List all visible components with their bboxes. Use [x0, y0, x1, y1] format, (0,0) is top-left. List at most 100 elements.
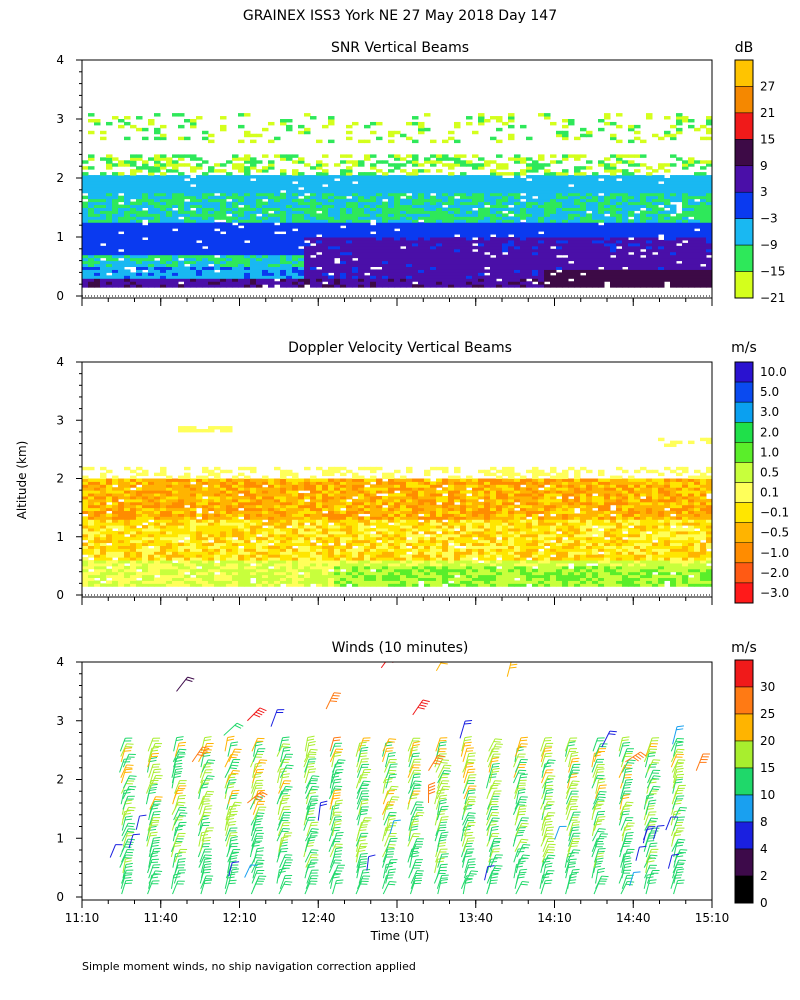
snr-cell	[430, 272, 437, 276]
snr-cell	[82, 219, 89, 223]
snr-cell	[652, 284, 659, 288]
snr-cell	[238, 216, 245, 220]
doppler-cell	[106, 513, 113, 517]
doppler-cell	[112, 571, 119, 576]
snr-cell	[664, 251, 671, 256]
doppler-cell	[118, 583, 125, 587]
snr-cell	[286, 183, 293, 188]
snr-cell	[112, 116, 119, 120]
snr-cell	[154, 234, 161, 238]
snr-cell	[88, 275, 95, 279]
snr-cell	[202, 269, 209, 273]
snr-cell	[556, 242, 563, 247]
snr-cell	[664, 228, 671, 232]
doppler-cell	[148, 528, 155, 532]
snr-cell	[460, 281, 467, 285]
snr-cell	[304, 213, 311, 217]
snr-cell	[436, 257, 443, 262]
snr-cell	[226, 234, 233, 238]
snr-cell	[178, 113, 185, 117]
snr-cell	[334, 189, 341, 194]
snr-cell	[214, 260, 221, 265]
snr-cell	[664, 189, 671, 194]
snr-cell	[382, 186, 389, 191]
snr-cell	[490, 266, 497, 270]
snr-cell	[544, 183, 551, 188]
snr-cell	[508, 266, 515, 270]
snr-cell	[526, 204, 533, 208]
snr-cell	[352, 278, 359, 282]
snr-cell	[478, 178, 485, 182]
snr-cell	[682, 186, 689, 191]
snr-cell	[352, 248, 359, 253]
snr-cell	[196, 222, 203, 226]
snr-cell	[148, 228, 155, 232]
snr-cell	[322, 124, 329, 129]
snr-cell	[376, 239, 383, 244]
snr-cell	[670, 234, 677, 238]
snr-cell	[208, 201, 215, 206]
snr-cell	[190, 124, 197, 129]
snr-cell	[448, 210, 455, 214]
doppler-cell	[148, 501, 155, 506]
snr-cell	[358, 186, 365, 191]
snr-cell	[94, 284, 101, 288]
snr-cell	[676, 281, 683, 285]
snr-cell	[172, 222, 179, 226]
snr-cell	[706, 239, 712, 244]
snr-cell	[178, 260, 185, 265]
snr-cell	[232, 234, 239, 238]
snr-cell	[238, 189, 245, 194]
doppler-cell	[100, 577, 107, 581]
snr-cell	[526, 198, 533, 203]
snr-cell	[262, 242, 269, 247]
snr-cell	[532, 166, 539, 170]
snr-cell	[88, 272, 95, 276]
snr-cell	[370, 269, 377, 273]
snr-cell	[148, 266, 155, 270]
snr-cell	[634, 231, 641, 235]
snr-cell	[286, 119, 293, 123]
snr-cell	[88, 257, 95, 262]
snr-cell	[352, 234, 359, 238]
snr-cell	[184, 192, 191, 197]
snr-cell	[370, 121, 377, 126]
snr-cell	[502, 263, 509, 267]
snr-cell	[166, 260, 173, 265]
snr-cell	[322, 260, 329, 265]
snr-cell	[538, 157, 545, 161]
snr-cell	[424, 198, 431, 203]
snr-cell	[664, 225, 671, 229]
snr-cell	[148, 201, 155, 206]
snr-cell	[712, 178, 719, 181]
snr-cell	[292, 213, 299, 217]
snr-cell	[154, 198, 161, 203]
snr-cell	[430, 189, 437, 194]
snr-cell	[202, 216, 209, 220]
snr-cell	[214, 180, 221, 185]
snr-cell	[388, 130, 395, 135]
snr-cell	[262, 169, 269, 173]
doppler-cell	[148, 504, 155, 509]
doppler-cell	[112, 530, 119, 535]
snr-cell	[322, 186, 329, 191]
snr-cell	[118, 186, 125, 191]
snr-cell	[448, 195, 455, 200]
doppler-cell	[100, 507, 107, 512]
snr-cell	[82, 257, 89, 262]
snr-cell	[628, 213, 635, 217]
snr-cell	[316, 281, 323, 285]
doppler-cell	[148, 522, 155, 526]
snr-cell	[328, 257, 335, 262]
snr-cell	[706, 198, 712, 203]
doppler-cell	[160, 466, 167, 471]
snr-cell	[226, 201, 233, 206]
snr-cell	[484, 245, 491, 250]
snr-cell	[598, 237, 605, 241]
snr-cell	[352, 121, 359, 126]
snr-cell	[268, 239, 275, 244]
snr-cell	[346, 207, 353, 211]
snr-cell	[430, 260, 437, 265]
snr-cell	[670, 175, 677, 179]
snr-cell	[640, 189, 647, 194]
